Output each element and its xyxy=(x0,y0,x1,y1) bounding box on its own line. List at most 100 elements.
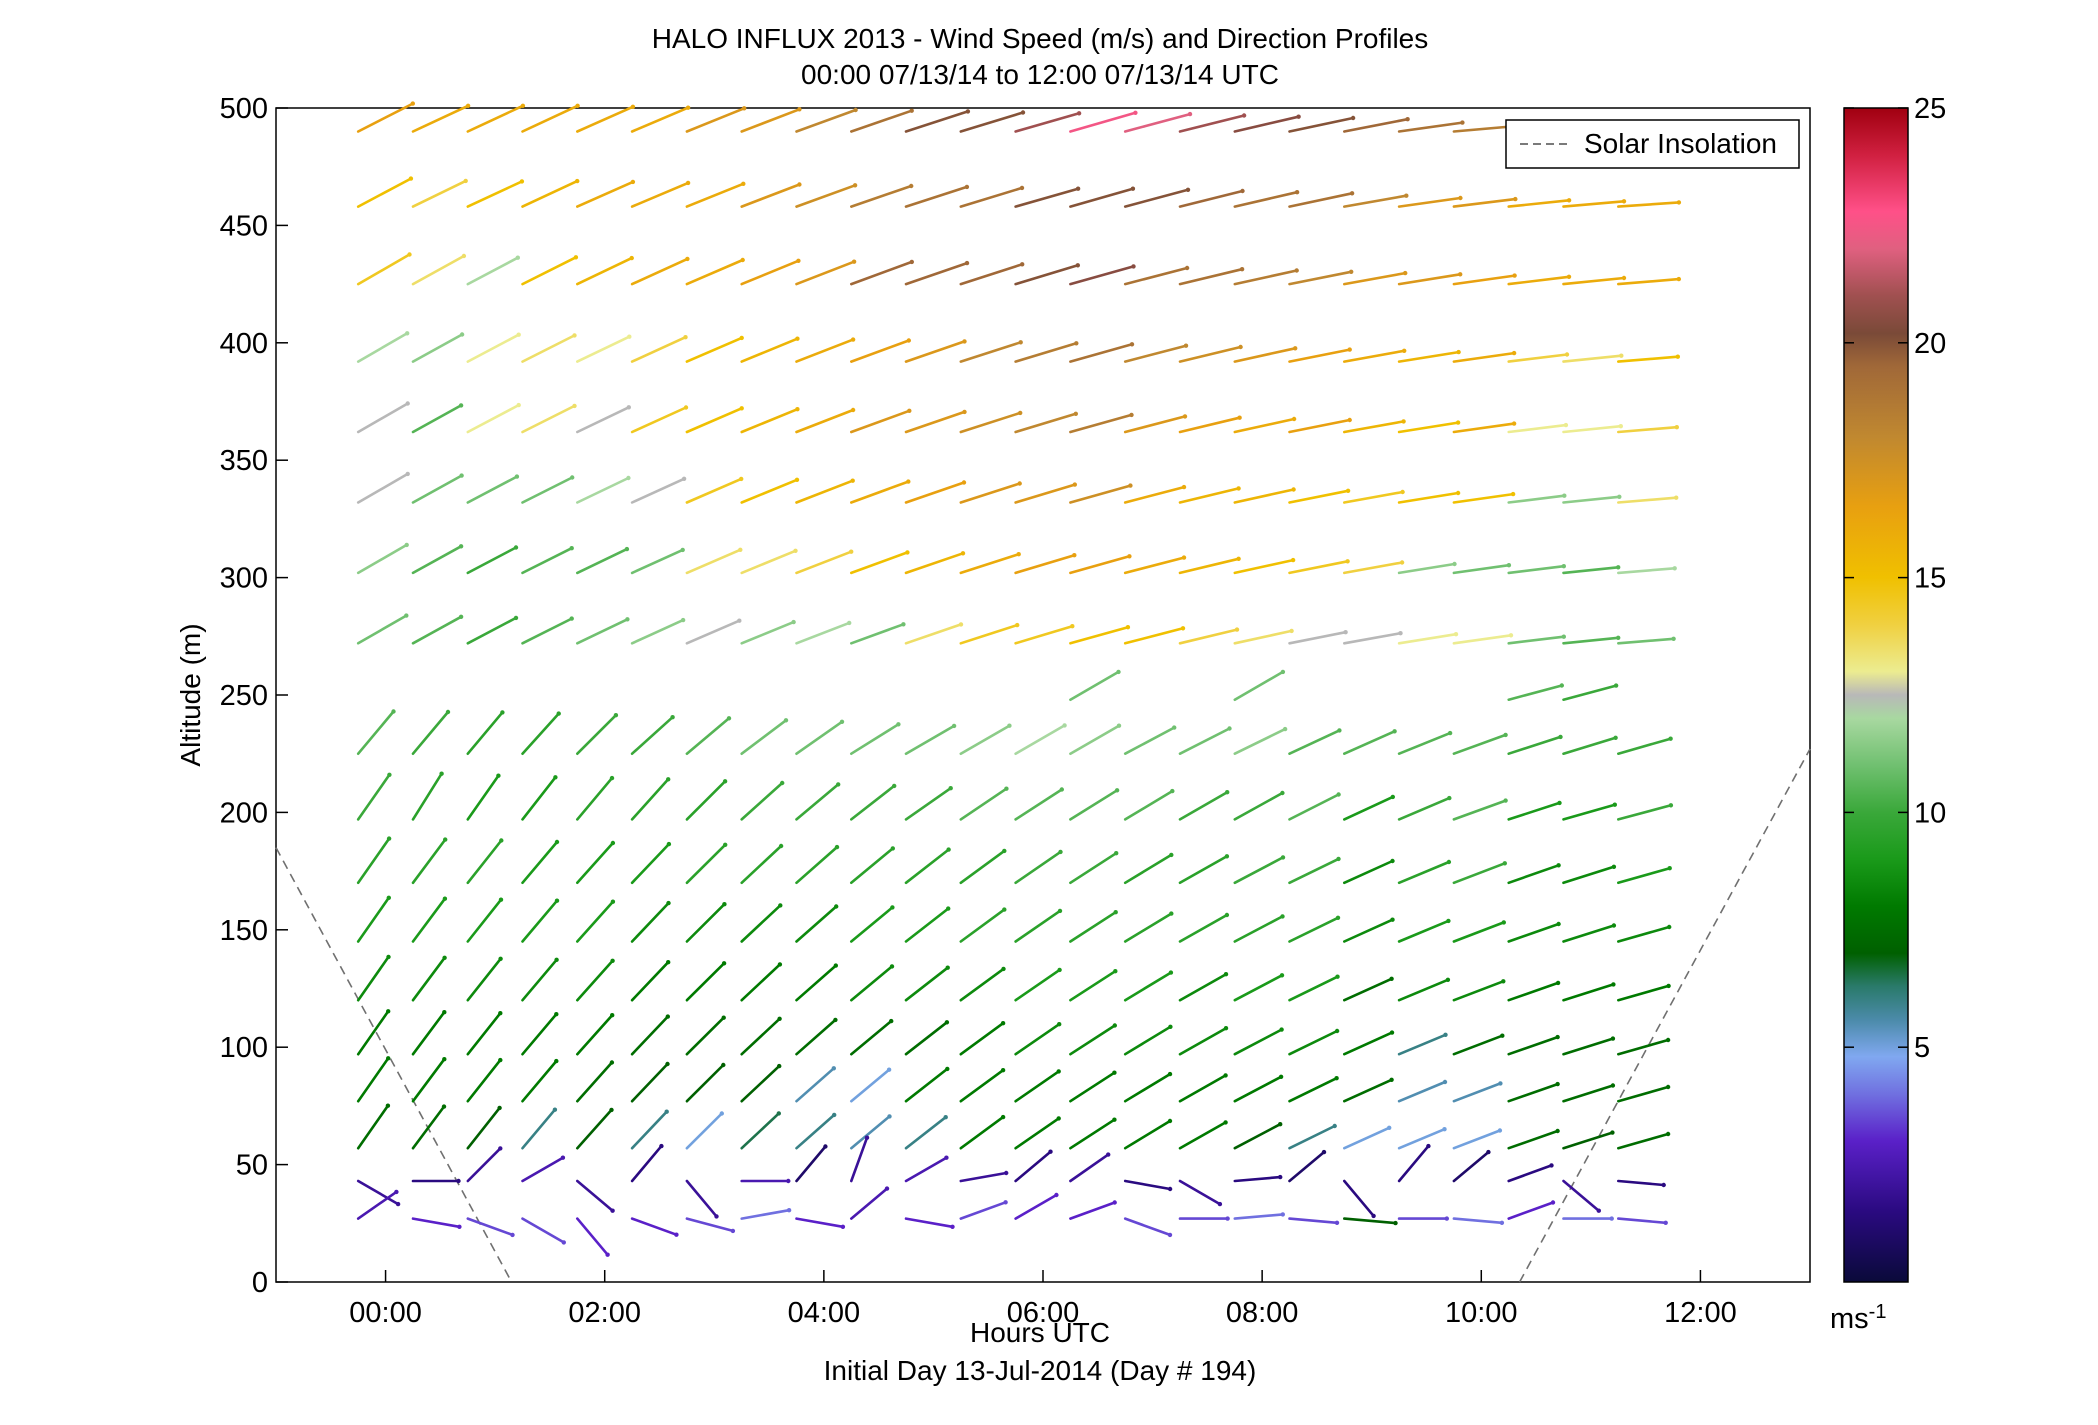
wind-vector xyxy=(356,253,411,286)
wind-vector xyxy=(1343,795,1395,821)
wind-vector xyxy=(685,843,727,885)
wind-vector xyxy=(575,1217,609,1256)
wind-vector-head xyxy=(849,549,854,554)
wind-vector xyxy=(521,255,578,286)
wind-vector xyxy=(849,847,895,885)
wind-vector xyxy=(630,960,670,1002)
wind-vector xyxy=(1507,1035,1559,1056)
wind-vector-head xyxy=(1503,732,1508,738)
wind-vector-head xyxy=(1336,856,1341,862)
wind-vector-head xyxy=(740,257,745,263)
wind-vector-head xyxy=(515,255,520,260)
wind-vector xyxy=(1507,922,1560,943)
wind-vector-head xyxy=(404,613,409,618)
wind-vector-head xyxy=(776,1111,781,1116)
wind-vector-head xyxy=(1665,1131,1671,1137)
wind-vector-head xyxy=(605,1252,610,1257)
wind-vector-head xyxy=(850,407,856,413)
wind-vector xyxy=(1069,1153,1110,1183)
wind-vector-head xyxy=(680,547,685,553)
wind-vector-head xyxy=(610,1013,615,1018)
wind-vector xyxy=(1014,968,1061,1002)
wind-vector-head xyxy=(946,906,951,911)
wind-vector-head xyxy=(1596,1208,1602,1213)
wind-vector-head xyxy=(778,843,784,849)
wind-vector-head xyxy=(1225,1216,1230,1221)
wind-vector xyxy=(411,1217,461,1229)
wind-vector xyxy=(1562,1179,1601,1212)
wind-vector-head xyxy=(685,105,691,110)
wind-vector xyxy=(1343,561,1404,575)
wind-vector xyxy=(740,620,795,645)
wind-vector xyxy=(1397,196,1462,208)
wind-vector-head xyxy=(1667,866,1672,871)
wind-vector xyxy=(1617,355,1680,363)
wind-vector-head xyxy=(1392,729,1397,734)
wind-vector xyxy=(521,1108,557,1150)
wind-vector xyxy=(685,336,744,363)
wind-vector xyxy=(795,905,838,943)
wind-vector-head xyxy=(1236,556,1241,561)
wind-vector-head xyxy=(554,898,560,903)
wind-vector-head xyxy=(1114,851,1119,856)
wind-vector-head xyxy=(1291,487,1296,492)
wind-vector xyxy=(1069,625,1130,645)
wind-vector-head xyxy=(666,777,671,782)
wind-vector-head xyxy=(1223,972,1229,977)
wind-vector xyxy=(904,848,950,885)
wind-vector xyxy=(1288,1029,1339,1056)
wind-vector xyxy=(466,256,520,286)
wind-vector xyxy=(466,546,518,575)
wind-vector xyxy=(356,1190,398,1220)
wind-vector xyxy=(521,179,579,208)
wind-vector-head xyxy=(553,775,558,780)
wind-vector-head xyxy=(943,1115,948,1120)
wind-vector xyxy=(1452,1034,1504,1056)
wind-vector xyxy=(1562,636,1620,645)
wind-vector-head xyxy=(1563,422,1569,428)
wind-vector-head xyxy=(1347,417,1352,423)
wind-vector xyxy=(1069,187,1135,208)
wind-vector xyxy=(630,715,674,756)
wind-vector xyxy=(1069,969,1117,1002)
wind-vector-head xyxy=(1001,966,1006,972)
wind-vector xyxy=(1069,1118,1116,1150)
wind-vector-head xyxy=(1508,633,1514,638)
wind-vector-head xyxy=(1167,1232,1173,1238)
wind-vector xyxy=(466,711,504,756)
wind-vector xyxy=(1069,724,1121,756)
wind-vector-head xyxy=(463,178,468,184)
wind-vector-head xyxy=(1555,980,1561,986)
wind-vector xyxy=(1288,1217,1339,1225)
wind-vector xyxy=(1014,1022,1061,1056)
wind-vector xyxy=(849,1115,891,1150)
wind-vector xyxy=(849,906,894,943)
wind-vector xyxy=(1069,910,1117,943)
wind-vector-head xyxy=(905,550,910,555)
wind-vector xyxy=(1343,859,1394,885)
wind-vector xyxy=(1233,670,1285,702)
wind-vector xyxy=(575,180,635,208)
wind-vector-head xyxy=(1613,683,1619,688)
wind-vector-head xyxy=(1350,115,1356,121)
wind-vector-head xyxy=(850,337,856,342)
wind-vector xyxy=(1233,1122,1282,1150)
wind-vector-head xyxy=(609,775,615,781)
wind-vector xyxy=(1069,1071,1116,1103)
wind-vector xyxy=(1014,850,1062,885)
wind-vector-head xyxy=(520,103,526,109)
wind-vector-head xyxy=(458,544,464,549)
wind-vector xyxy=(1069,484,1132,504)
wind-vector-head xyxy=(1513,196,1518,202)
wind-vector xyxy=(795,108,857,133)
wind-vector-head xyxy=(500,710,505,715)
wind-vector xyxy=(575,476,630,504)
wind-vector xyxy=(849,1019,893,1056)
wind-vector-head xyxy=(681,476,687,481)
wind-vector-head xyxy=(1018,410,1023,416)
wind-vector xyxy=(411,104,470,133)
wind-vector-head xyxy=(1238,344,1243,350)
wind-vector-head xyxy=(1674,425,1680,430)
wind-vector-head xyxy=(386,1009,391,1014)
wind-vector xyxy=(1069,265,1135,286)
